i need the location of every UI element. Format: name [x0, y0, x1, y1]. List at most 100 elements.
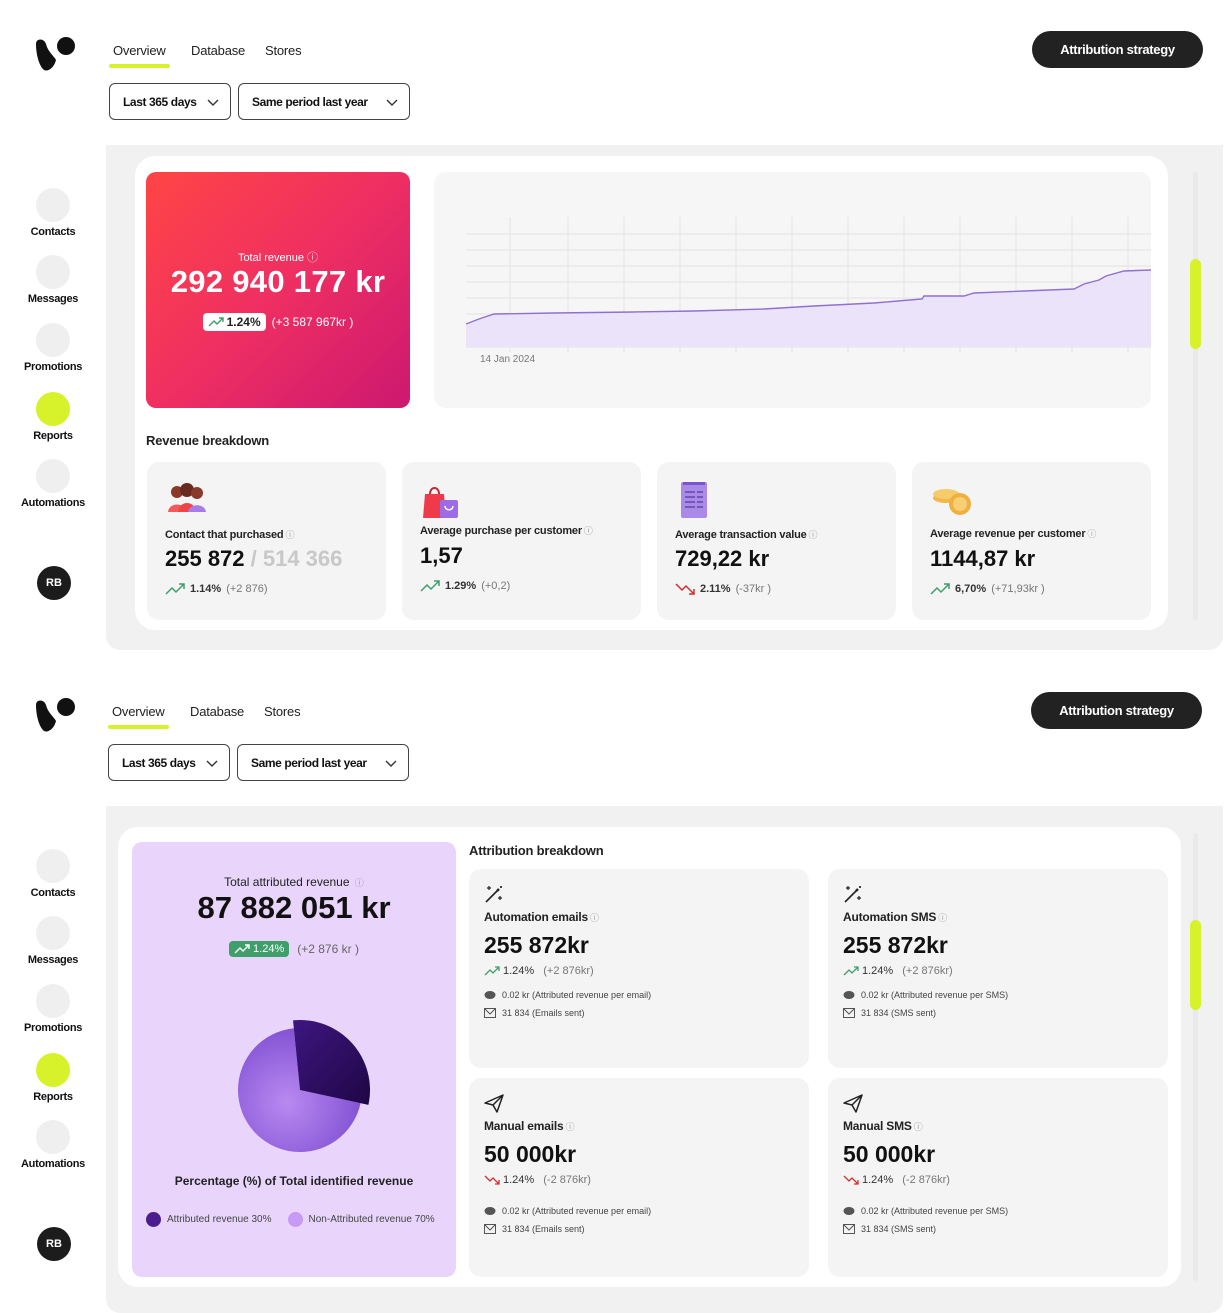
- metric-value: 1144,87 kr: [930, 546, 1036, 571]
- metric-card-avg-revenue: Average revenue per customer ⓘ 1144,87 kr…: [912, 462, 1151, 620]
- channel-card-automation-sms: Automation SMS ⓘ 255 872kr 1.24% (+2 876k…: [828, 869, 1168, 1068]
- sidebar-item-label: Messages: [27, 293, 79, 305]
- metric-value: 729,22 kr: [675, 546, 770, 571]
- sidebar-item-promotions[interactable]: Promotions: [0, 984, 106, 1034]
- metric-card-avg-purchase: Average purchase per customer ⓘ 1,57 1.29…: [402, 462, 641, 620]
- reports-icon: [36, 392, 70, 426]
- channel-value: 255 872kr: [484, 932, 589, 958]
- tab-database[interactable]: Database: [191, 43, 246, 58]
- attribution-strategy-button[interactable]: Attribution strategy: [1032, 31, 1203, 68]
- period-dropdown[interactable]: Last 365 days: [109, 83, 231, 120]
- coin-icon: [484, 991, 496, 999]
- compare-dropdown[interactable]: Same period last year: [238, 83, 410, 120]
- coin-icon: [843, 1207, 855, 1215]
- avatar[interactable]: RB: [37, 566, 71, 600]
- sidebar-item-label: Reports: [33, 430, 73, 442]
- legend-item-attributed: Attributed revenue 30%: [146, 1212, 272, 1227]
- chevron-down-icon: [386, 99, 398, 106]
- chevron-down-icon: [385, 760, 397, 767]
- channel-card-manual-sms: Manual SMS ⓘ 50 000kr 1.24% (-2 876kr) 0.…: [828, 1078, 1168, 1277]
- tab-database[interactable]: Database: [190, 704, 245, 719]
- scrollbar[interactable]: [1193, 172, 1198, 620]
- period-dropdown[interactable]: Last 365 days: [108, 744, 230, 781]
- channel-card-automation-emails: Automation emails ⓘ 255 872kr 1.24% (+2 8…: [469, 869, 809, 1068]
- total-attributed-label: Total attributed revenue ⓘ: [224, 875, 364, 889]
- scrollbar-thumb[interactable]: [1190, 920, 1201, 1010]
- top-bar: Overview Database Stores Attribution str…: [0, 661, 1228, 806]
- trend-up-icon: [165, 583, 185, 595]
- period-dropdown-value: Last 365 days: [123, 94, 197, 109]
- paper-plane-icon: [843, 1094, 863, 1113]
- sidebar-item-automations[interactable]: Automations: [0, 1120, 106, 1170]
- envelope-icon: [843, 1224, 855, 1234]
- tab-stores[interactable]: Stores: [264, 704, 301, 719]
- total-attributed-change: 1.24% (+2 876 kr ): [132, 941, 456, 957]
- channel-stat-sent: 31 834 (SMS sent): [843, 1008, 936, 1018]
- sidebar-item-contacts[interactable]: Contacts: [0, 849, 106, 899]
- trend-down-icon: [484, 1175, 500, 1185]
- compare-dropdown[interactable]: Same period last year: [237, 744, 409, 781]
- trend-up-icon: [843, 966, 859, 976]
- channel-label: Manual SMS ⓘ: [843, 1119, 923, 1133]
- channel-value: 255 872kr: [843, 932, 948, 958]
- envelope-icon: [843, 1008, 855, 1018]
- trend-up-icon: [208, 317, 224, 327]
- channel-change: 1.24% (-2 876kr): [484, 1174, 591, 1186]
- shopping-bag-icon: [423, 487, 458, 518]
- sidebar-item-label: Automations: [21, 1158, 85, 1170]
- sidebar-item-label: Promotions: [23, 1022, 83, 1034]
- scrollbar[interactable]: [1193, 833, 1198, 1281]
- sidebar-item-label: Promotions: [23, 361, 83, 373]
- metric-label: Average transaction value ⓘ: [675, 529, 818, 541]
- trend-up-icon: [484, 966, 500, 976]
- pie-title: Percentage (%) of Total identified reven…: [174, 1174, 414, 1188]
- metric-label: Contact that purchased ⓘ: [165, 529, 295, 541]
- brand-logo: [36, 698, 75, 732]
- sidebar-item-label: Reports: [33, 1091, 73, 1103]
- metric-label: Average purchase per customer ⓘ: [420, 525, 593, 537]
- magic-wand-icon: [485, 886, 502, 903]
- metric-value: 1,57: [420, 543, 463, 568]
- sidebar-item-messages[interactable]: Messages: [0, 916, 106, 966]
- sidebar-item-reports[interactable]: Reports: [0, 392, 106, 442]
- legend-item-non-attributed: Non-Attributed revenue 70%: [287, 1212, 435, 1227]
- pie-slice-non-attributed: [238, 1028, 361, 1152]
- people-icon: [168, 483, 206, 512]
- automations-icon: [36, 459, 70, 493]
- contacts-icon: [36, 188, 70, 222]
- channel-value: 50 000kr: [484, 1141, 577, 1167]
- chevron-down-icon: [207, 99, 219, 106]
- tab-stores[interactable]: Stores: [265, 43, 302, 58]
- sidebar-item-reports[interactable]: Reports: [0, 1053, 106, 1103]
- pie-legend: Attributed revenue 30% Non-Attributed re…: [146, 1212, 435, 1227]
- sidebar-item-promotions[interactable]: Promotions: [0, 323, 106, 373]
- tab-overview[interactable]: Overview: [108, 704, 169, 729]
- total-attributed-value: 87 882 051 kr: [197, 890, 391, 925]
- sidebar-item-label: Automations: [21, 497, 85, 509]
- attribution-strategy-button[interactable]: Attribution strategy: [1031, 692, 1202, 729]
- trend-up-icon: [930, 583, 950, 595]
- change-pill: 1.24%: [229, 941, 290, 957]
- legend-swatch: [287, 1212, 303, 1227]
- chevron-down-icon: [206, 760, 218, 767]
- avatar[interactable]: RB: [37, 1227, 71, 1261]
- channel-change: 1.24% (+2 876kr): [843, 965, 953, 977]
- revenue-chart: 14 Jan 2024: [434, 172, 1152, 408]
- period-dropdown-value: Last 365 days: [122, 755, 196, 770]
- trend-down-icon: [675, 583, 695, 595]
- metric-label: Average revenue per customer ⓘ: [930, 528, 1097, 540]
- paper-plane-icon: [484, 1094, 504, 1113]
- sidebar-item-automations[interactable]: Automations: [0, 459, 106, 509]
- total-attributed-revenue-card: Total attributed revenue ⓘ 87 882 051 kr…: [132, 842, 456, 1277]
- promotions-icon: [36, 984, 70, 1018]
- scrollbar-thumb[interactable]: [1190, 259, 1201, 349]
- revenue-chart-svg: 14 Jan 2024: [465, 217, 1152, 365]
- channel-stat-revenue-per: 0.02 kr (Attributed revenue per SMS): [843, 1206, 1008, 1216]
- sidebar-item-contacts[interactable]: Contacts: [0, 188, 106, 238]
- sidebar-item-messages[interactable]: Messages: [0, 255, 106, 305]
- channel-stat-revenue-per: 0.02 kr (Attributed revenue per email): [484, 990, 651, 1000]
- chart-start-label: 14 Jan 2024: [480, 354, 535, 365]
- reports-icon: [36, 1053, 70, 1087]
- trend-up-icon: [420, 580, 440, 592]
- tab-overview[interactable]: Overview: [109, 43, 170, 68]
